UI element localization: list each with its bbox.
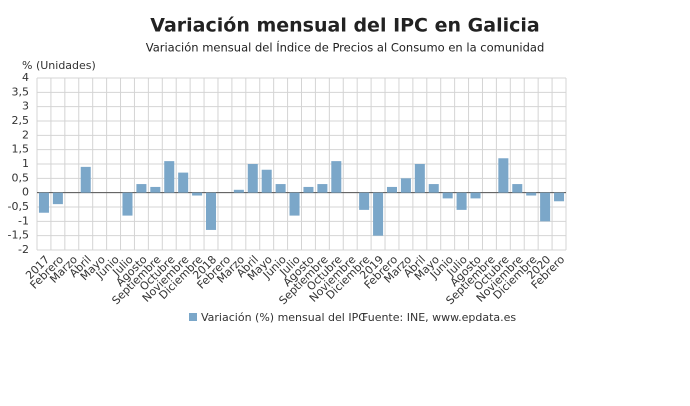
y-tick-label: 1 — [22, 157, 29, 170]
bar — [206, 192, 217, 230]
y-tick-label: 2 — [22, 128, 29, 141]
y-tick-label: 4 — [22, 71, 29, 84]
bar — [275, 184, 286, 193]
y-tick-label: -0,5 — [8, 200, 29, 213]
bar — [414, 164, 425, 193]
bar — [52, 192, 63, 205]
bar — [386, 186, 397, 193]
y-tick-label: 0,5 — [12, 171, 30, 184]
bar — [192, 192, 203, 196]
y-tick-label: 2,5 — [12, 114, 30, 127]
bar — [373, 192, 384, 236]
bar — [428, 184, 439, 193]
y-tick-label: -1,5 — [8, 229, 29, 242]
y-tick-label: 3 — [22, 100, 29, 113]
bar — [540, 192, 551, 222]
y-tick-label: -1 — [18, 214, 29, 227]
bar — [136, 184, 147, 193]
bar — [359, 192, 370, 210]
bar — [38, 192, 49, 213]
bar — [317, 184, 328, 193]
bar — [247, 164, 258, 193]
bar — [554, 192, 565, 202]
y-axis-label: % (Unidades) — [22, 59, 96, 72]
bar — [498, 158, 509, 193]
bar — [150, 186, 161, 193]
bar — [512, 184, 523, 193]
bar — [331, 161, 342, 193]
y-tick-label: 0 — [22, 186, 29, 199]
legend-swatch — [189, 313, 197, 321]
bar — [442, 192, 453, 199]
bar — [303, 186, 314, 193]
chart-title: Variación mensual del IPC en Galicia — [150, 15, 539, 37]
y-tick-label: 1,5 — [12, 143, 30, 156]
bar — [400, 178, 411, 193]
bar — [289, 192, 300, 216]
bar — [456, 192, 467, 210]
legend-label: Variación (%) mensual del IPC — [201, 311, 366, 324]
bar — [261, 169, 272, 193]
y-tick-label: -2 — [18, 243, 29, 256]
bar — [470, 192, 481, 199]
bar — [233, 189, 244, 193]
chart-subtitle: Variación mensual del Índice de Precios … — [146, 40, 545, 55]
bar — [178, 172, 189, 193]
source: Fuente: INE, www.epdata.es — [362, 311, 516, 324]
bar — [80, 166, 91, 193]
bar — [164, 161, 175, 193]
y-tick-label: 3,5 — [12, 85, 30, 98]
bar — [122, 192, 133, 216]
bar — [526, 192, 537, 196]
